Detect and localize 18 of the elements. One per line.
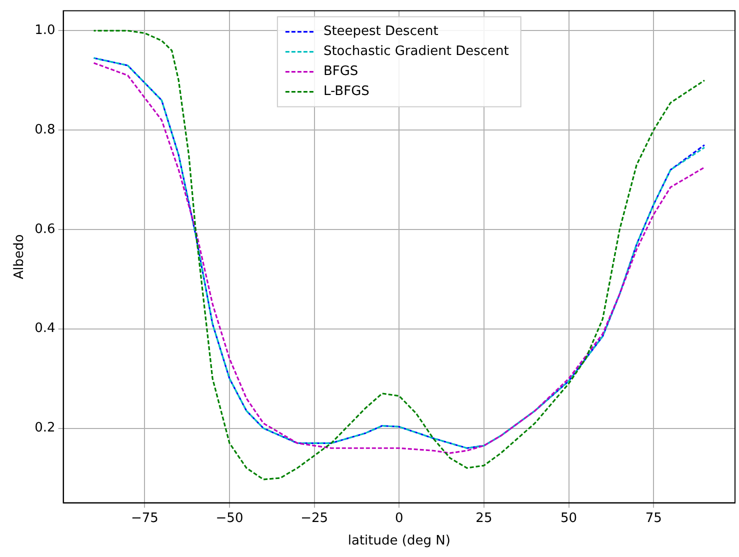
x-tick-label: 25 — [476, 510, 492, 526]
legend-label: Stochastic Gradient Descent — [323, 44, 509, 60]
x-tick-label: 50 — [560, 510, 578, 526]
y-tick-label: 0.8 — [34, 122, 56, 138]
y-tick-label: 1.0 — [34, 23, 56, 38]
x-tick-label: −50 — [216, 510, 244, 526]
x-tick-label: 0 — [394, 510, 404, 526]
legend-label: BFGS — [323, 64, 358, 80]
x-tick-label: −25 — [300, 510, 328, 526]
y-tick-label: 0.2 — [34, 420, 56, 436]
x-axis-title: latitude (deg N) — [348, 534, 450, 549]
x-tick-label: −75 — [130, 510, 158, 526]
y-tick-label: 0.4 — [34, 321, 56, 336]
legend-label: Steepest Descent — [323, 24, 438, 40]
x-tick-label: 75 — [645, 510, 662, 526]
y-tick-label: 0.6 — [34, 222, 56, 237]
legend-label: L-BFGS — [323, 84, 370, 100]
y-axis-title: Albedo — [12, 234, 28, 280]
